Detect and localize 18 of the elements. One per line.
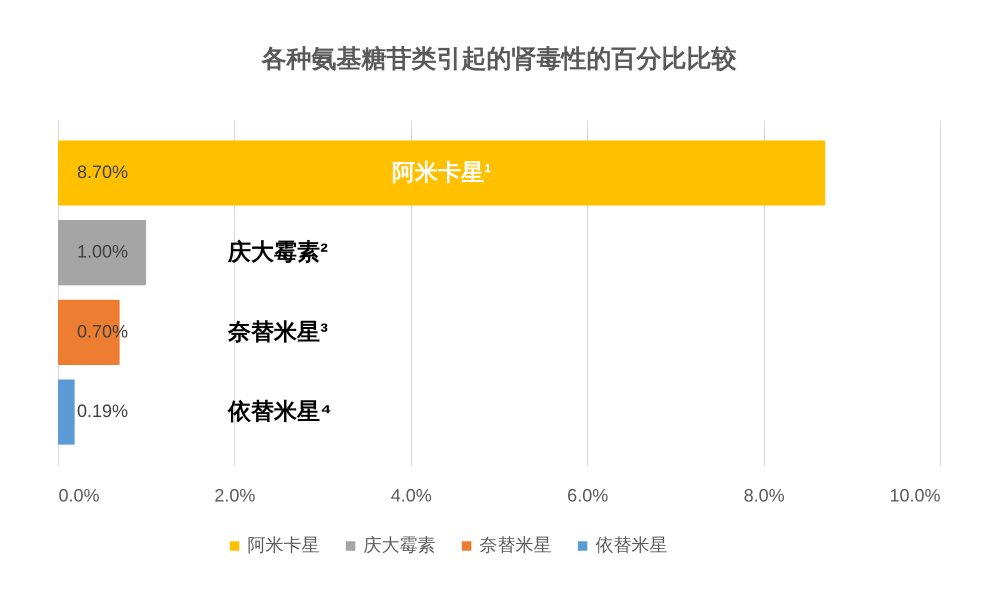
legend-label: 奈替米星 — [480, 535, 552, 555]
x-tick-label: 6.0% — [567, 486, 608, 506]
data-label: 1.00% — [77, 242, 128, 262]
x-tick-label: 2.0% — [214, 486, 256, 506]
x-tick-label: 8.0% — [744, 486, 785, 506]
annotation: 庆大霉素² — [227, 238, 328, 265]
x-tick-label: 4.0% — [390, 486, 432, 506]
annotation: 阿米卡星¹ — [392, 158, 492, 185]
chart-title: 各种氨基糖苷类引起的肾毒性的百分比比较 — [260, 45, 738, 73]
legend-label: 庆大霉素 — [364, 535, 436, 555]
data-label: 0.19% — [77, 401, 128, 422]
annotation: 依替米星⁴ — [227, 398, 332, 424]
x-tick-label: 0.0% — [58, 486, 100, 506]
data-label: 8.70% — [77, 162, 128, 182]
legend-label: 依替米星 — [596, 535, 668, 555]
legend-label: 阿米卡星 — [248, 535, 320, 555]
annotation: 奈替米星³ — [227, 318, 328, 344]
x-tick-label: 10.0% — [889, 486, 940, 506]
